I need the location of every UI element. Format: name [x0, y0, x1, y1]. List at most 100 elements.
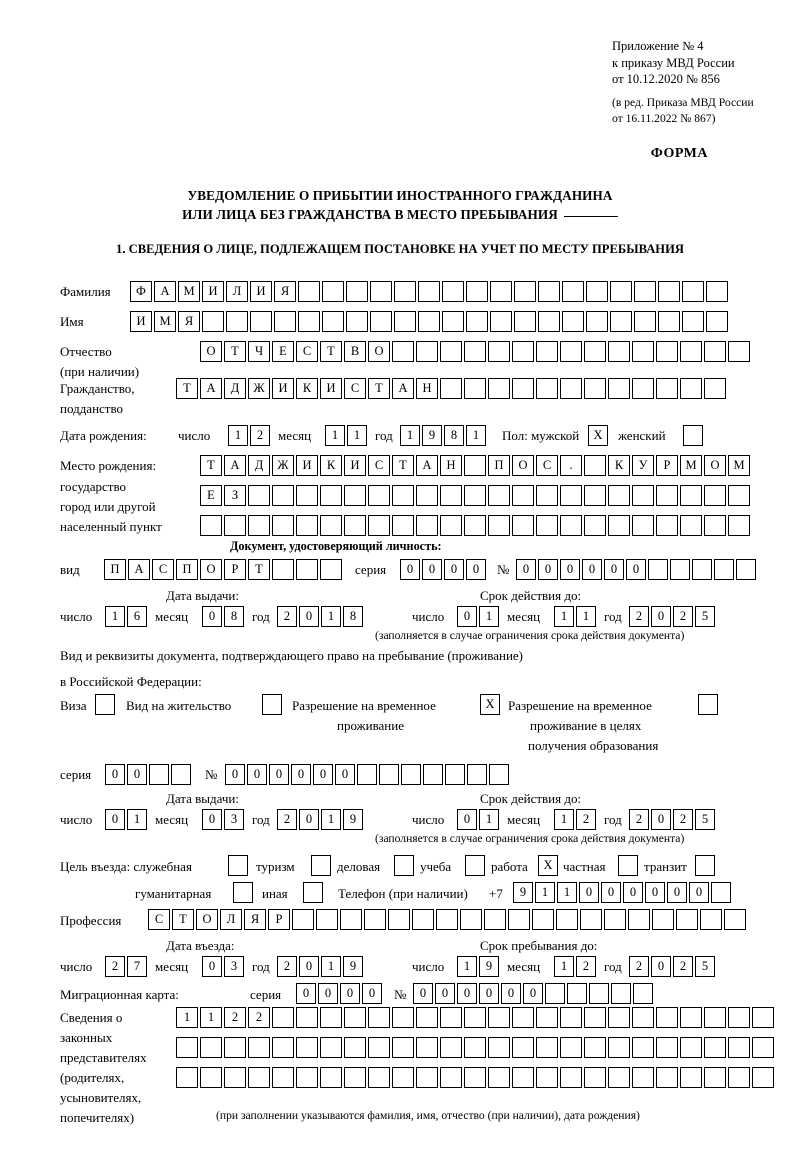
char-cell[interactable]: И	[250, 281, 272, 302]
char-cell[interactable]	[656, 341, 678, 362]
char-cell[interactable]: И	[272, 378, 294, 399]
char-cell[interactable]: 0	[651, 956, 671, 977]
char-cell[interactable]: 2	[277, 809, 297, 830]
char-cell[interactable]: 0	[400, 559, 420, 580]
char-cell[interactable]	[320, 1007, 342, 1028]
char-cell[interactable]	[608, 485, 630, 506]
char-cell[interactable]	[176, 1037, 198, 1058]
char-cell[interactable]	[656, 378, 678, 399]
char-cell[interactable]	[610, 311, 632, 332]
char-cell[interactable]	[464, 1007, 486, 1028]
char-cell[interactable]	[632, 1067, 654, 1088]
char-cell[interactable]	[714, 559, 734, 580]
char-cell[interactable]	[556, 909, 578, 930]
char-cell[interactable]	[632, 485, 654, 506]
char-cell[interactable]: Ж	[248, 378, 270, 399]
char-cell[interactable]	[224, 1067, 246, 1088]
char-cell[interactable]: 0	[127, 764, 147, 785]
char-cell[interactable]: 1	[321, 956, 341, 977]
char-cell[interactable]: К	[320, 455, 342, 476]
char-cell[interactable]	[704, 515, 726, 536]
char-cell[interactable]: Д	[248, 455, 270, 476]
char-cell[interactable]	[418, 311, 440, 332]
sex-female-checkbox[interactable]	[683, 425, 703, 446]
char-cell[interactable]: Я	[244, 909, 266, 930]
char-cell[interactable]	[608, 1037, 630, 1058]
char-cell[interactable]: 1	[105, 606, 125, 627]
purpose-humanitarian-checkbox[interactable]	[233, 882, 253, 903]
char-cell[interactable]	[490, 281, 512, 302]
char-cell[interactable]: 0	[667, 882, 687, 903]
char-cell[interactable]: 0	[457, 606, 477, 627]
char-cell[interactable]: С	[296, 341, 318, 362]
char-cell[interactable]: М	[178, 281, 200, 302]
char-cell[interactable]	[704, 378, 726, 399]
char-cell[interactable]	[464, 455, 486, 476]
char-cell[interactable]	[370, 281, 392, 302]
char-cell[interactable]: 1	[321, 606, 341, 627]
char-cell[interactable]	[584, 378, 606, 399]
char-cell[interactable]: .	[560, 455, 582, 476]
char-cell[interactable]	[676, 909, 698, 930]
char-cell[interactable]: О	[368, 341, 390, 362]
char-cell[interactable]	[440, 1067, 462, 1088]
char-cell[interactable]: 0	[318, 983, 338, 1004]
char-cell[interactable]	[320, 559, 342, 580]
char-cell[interactable]	[344, 515, 366, 536]
char-cell[interactable]: 2	[673, 606, 693, 627]
char-cell[interactable]: 1	[325, 425, 345, 446]
char-cell[interactable]: 0	[582, 559, 602, 580]
char-cell[interactable]: 0	[523, 983, 543, 1004]
char-cell[interactable]: 1	[347, 425, 367, 446]
char-cell[interactable]: Т	[224, 341, 246, 362]
char-cell[interactable]	[416, 1007, 438, 1028]
char-cell[interactable]	[704, 1007, 726, 1028]
char-cell[interactable]	[584, 1037, 606, 1058]
char-cell[interactable]: 2	[277, 606, 297, 627]
char-cell[interactable]	[728, 1067, 750, 1088]
char-cell[interactable]	[344, 485, 366, 506]
char-cell[interactable]	[224, 1037, 246, 1058]
char-cell[interactable]	[272, 1067, 294, 1088]
char-cell[interactable]	[584, 1007, 606, 1028]
char-cell[interactable]: Я	[274, 281, 296, 302]
char-cell[interactable]: Л	[220, 909, 242, 930]
char-cell[interactable]	[608, 1007, 630, 1028]
char-cell[interactable]	[567, 983, 587, 1004]
char-cell[interactable]	[704, 485, 726, 506]
char-cell[interactable]	[440, 485, 462, 506]
char-cell[interactable]	[200, 1037, 222, 1058]
char-cell[interactable]: 0	[444, 559, 464, 580]
char-cell[interactable]: А	[416, 455, 438, 476]
char-cell[interactable]: Р	[268, 909, 290, 930]
char-cell[interactable]: 2	[629, 606, 649, 627]
char-cell[interactable]: 0	[299, 606, 319, 627]
char-cell[interactable]: 2	[224, 1007, 246, 1028]
char-cell[interactable]: К	[608, 455, 630, 476]
char-cell[interactable]	[611, 983, 631, 1004]
char-cell[interactable]	[536, 1067, 558, 1088]
char-cell[interactable]	[272, 1007, 294, 1028]
char-cell[interactable]	[320, 1067, 342, 1088]
char-cell[interactable]	[536, 485, 558, 506]
char-cell[interactable]: 6	[127, 606, 147, 627]
char-cell[interactable]	[320, 1037, 342, 1058]
char-cell[interactable]	[442, 281, 464, 302]
char-cell[interactable]	[536, 1037, 558, 1058]
char-cell[interactable]: Р	[224, 559, 246, 580]
char-cell[interactable]: А	[224, 455, 246, 476]
char-cell[interactable]	[464, 1037, 486, 1058]
char-cell[interactable]	[149, 764, 169, 785]
birth-place-row-3-cells[interactable]	[200, 515, 750, 536]
